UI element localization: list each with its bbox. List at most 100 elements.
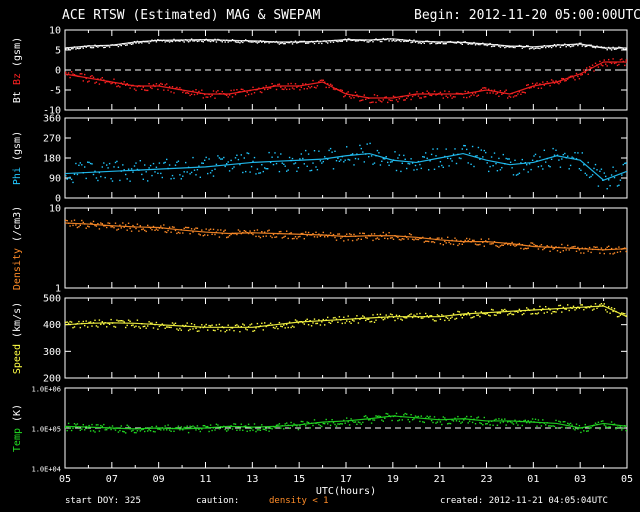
bz-point	[155, 83, 158, 85]
phi-point	[239, 163, 241, 166]
bt-point	[97, 46, 99, 48]
speed-point	[486, 312, 488, 315]
speed-point	[414, 315, 417, 317]
temp-point	[234, 423, 237, 425]
density-point	[613, 252, 616, 254]
speed-point	[458, 311, 461, 313]
density-point	[161, 227, 163, 229]
phi-point	[588, 176, 591, 179]
speed-point	[69, 320, 71, 323]
density-point	[552, 248, 554, 250]
y-tick-label: 0	[55, 66, 61, 77]
phi-point	[114, 161, 117, 164]
density-point	[414, 238, 417, 240]
bz-point	[275, 88, 278, 91]
bz-point	[224, 93, 226, 96]
bt-point	[284, 42, 286, 45]
bt-point	[214, 38, 216, 41]
bz-point	[322, 79, 324, 81]
bt-point	[189, 40, 191, 42]
bz-point	[212, 90, 215, 92]
phi-point	[602, 179, 604, 181]
bz-point	[353, 97, 355, 99]
phi-point	[401, 162, 403, 164]
speed-point	[608, 306, 610, 308]
temp-point	[461, 421, 463, 423]
speed-point	[385, 314, 387, 316]
speed-point	[277, 328, 279, 330]
bt-point	[312, 41, 314, 43]
speed-point	[410, 313, 412, 315]
bt-point	[526, 45, 528, 47]
bz-point	[360, 99, 362, 102]
phi-point	[455, 162, 458, 165]
phi-point	[493, 152, 496, 154]
bt-point	[492, 45, 494, 47]
phi-point	[392, 159, 395, 161]
bt-point	[602, 46, 604, 49]
speed-point	[116, 319, 118, 321]
density-point	[470, 241, 472, 243]
density-point	[312, 233, 314, 235]
bt-point	[294, 40, 297, 42]
temp-point	[329, 424, 332, 427]
bz-point	[533, 86, 535, 88]
bt-point	[325, 41, 327, 43]
speed-point	[464, 313, 466, 315]
density-point	[303, 238, 305, 240]
phi-point	[288, 156, 291, 159]
phi-point	[315, 166, 317, 168]
phi-point	[451, 160, 453, 162]
phi-point	[375, 155, 377, 157]
bz-point	[572, 77, 575, 79]
phi-point	[495, 162, 497, 165]
phi-point	[168, 164, 171, 166]
bt-point	[185, 39, 187, 41]
series-bz-points	[65, 58, 627, 104]
density-point	[496, 245, 499, 248]
density-point	[275, 236, 278, 238]
bz-point	[445, 95, 447, 97]
density-point	[555, 246, 557, 248]
temp-point	[218, 428, 221, 430]
phi-point	[158, 162, 161, 164]
phi-point	[587, 161, 589, 164]
density-point	[114, 222, 117, 224]
bt-point	[132, 43, 134, 45]
density-point	[334, 236, 336, 239]
temp-point	[531, 418, 534, 420]
speed-point	[477, 314, 480, 316]
bt-point	[430, 42, 433, 44]
density-point	[234, 232, 237, 235]
phi-point	[496, 170, 499, 172]
y-axis-label: Density (/cm3)	[12, 206, 23, 290]
speed-point	[356, 315, 358, 317]
bt-point	[610, 49, 613, 51]
bz-point	[305, 83, 307, 85]
bz-point	[385, 96, 387, 98]
temp-point	[111, 425, 114, 427]
phi-point	[164, 161, 166, 164]
density-point	[174, 229, 177, 232]
bz-point	[460, 92, 462, 95]
density-point	[325, 234, 327, 236]
phi-point	[618, 184, 620, 186]
bt-point	[375, 38, 377, 40]
density-point	[287, 237, 289, 240]
phi-point	[312, 162, 314, 164]
density-point	[283, 236, 285, 238]
bt-point	[413, 39, 415, 41]
bz-point	[207, 96, 209, 98]
temp-point	[490, 420, 493, 422]
speed-point	[136, 319, 139, 321]
phi-point	[247, 152, 250, 155]
density-point	[609, 252, 611, 255]
bz-point	[464, 90, 466, 93]
speed-point	[66, 321, 68, 323]
temp-point	[448, 422, 450, 425]
speed-point	[378, 316, 380, 318]
phi-point	[477, 146, 480, 149]
density-point	[215, 231, 218, 233]
phi-point	[564, 152, 566, 155]
speed-point	[148, 321, 150, 323]
